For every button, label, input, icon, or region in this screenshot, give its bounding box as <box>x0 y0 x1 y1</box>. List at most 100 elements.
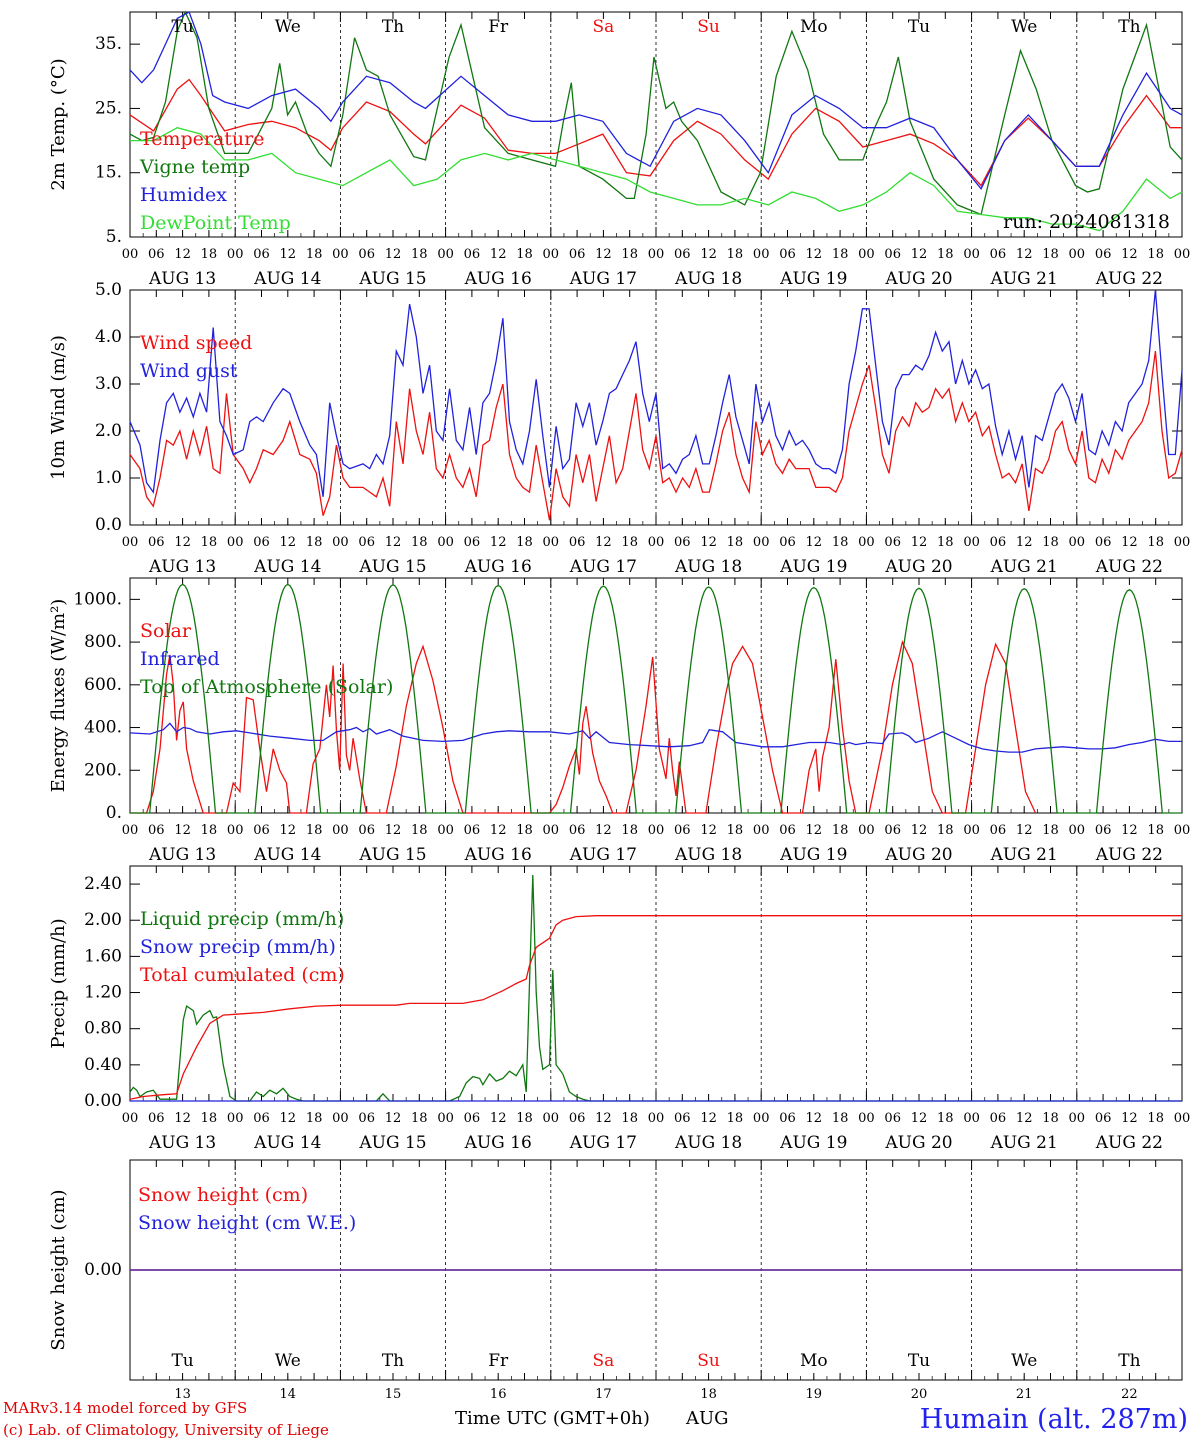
day-number-label: 17 <box>595 1387 612 1402</box>
hour-tick-label: 12 <box>174 823 191 838</box>
hour-tick-label: 06 <box>569 1111 586 1126</box>
hour-tick-label: 12 <box>1121 535 1138 550</box>
date-label: AUG 19 <box>779 845 847 865</box>
hour-tick-label: 18 <box>1147 535 1164 550</box>
legend-entry: Snow height (cm W.E.) <box>138 1212 356 1234</box>
hour-tick-label: 00 <box>332 823 349 838</box>
date-label: AUG 20 <box>884 845 952 865</box>
hour-tick-label: 00 <box>543 823 560 838</box>
hour-tick-label: 12 <box>806 535 823 550</box>
date-label: AUG 19 <box>779 269 847 289</box>
series-line <box>129 915 1182 1100</box>
date-label: AUG 18 <box>674 269 742 289</box>
snow-y-axis-title: Snow height (cm) <box>48 1189 69 1350</box>
date-label: AUG 14 <box>253 845 321 865</box>
y-tick-label: 3.0 <box>95 374 122 394</box>
hour-tick-label: 18 <box>516 247 533 262</box>
hour-tick-label: 00 <box>963 535 980 550</box>
date-label: AUG 19 <box>779 1133 847 1153</box>
series-line <box>129 11 1183 190</box>
date-label: AUG 21 <box>990 845 1058 865</box>
date-label: AUG 18 <box>674 845 742 865</box>
hour-tick-label: 00 <box>648 823 665 838</box>
weekday-label: Th <box>382 1351 404 1371</box>
series-line <box>130 583 1182 814</box>
legend-entry: Top of Atmosphere (Solar) <box>140 676 393 698</box>
y-tick-label: 1000. <box>73 589 122 609</box>
snow-panel: 0.00 Snow height (cm) Snow height (cm) Snow… <box>48 1159 1183 1402</box>
hour-tick-label: 18 <box>937 823 954 838</box>
hour-tick-label: 06 <box>464 1111 481 1126</box>
weekday-label: Fr <box>488 17 509 37</box>
hour-tick-label: 12 <box>806 823 823 838</box>
y-tick-label: 1.0 <box>95 468 122 488</box>
station-title: Humain (alt. 287m) <box>920 1404 1188 1435</box>
series-line <box>129 289 1183 497</box>
hour-tick-label: 00 <box>648 535 665 550</box>
hour-tick-label: 00 <box>437 247 454 262</box>
y-tick-label: 5. <box>106 227 122 247</box>
y-tick-label: 2.0 <box>95 421 122 441</box>
hour-tick-label: 06 <box>674 823 691 838</box>
weekday-label: Th <box>382 17 404 37</box>
date-label: AUG 13 <box>148 557 216 577</box>
hour-tick-label: 12 <box>911 247 928 262</box>
hour-tick-label: 00 <box>753 823 770 838</box>
y-tick-label: 4.0 <box>95 327 122 347</box>
hour-tick-label: 18 <box>306 247 323 262</box>
hour-tick-label: 18 <box>411 1111 428 1126</box>
hour-tick-label: 12 <box>385 823 402 838</box>
temp-panel: 00 06 12 18 00 06 12 18 00 06 12 18 00 06 12 18 00 06 12 18… <box>48 10 1191 289</box>
day-number-label: 21 <box>1016 1387 1033 1402</box>
hour-tick-label: 18 <box>727 1111 744 1126</box>
hour-tick-label: 18 <box>201 535 218 550</box>
weekday-label: Su <box>697 1351 720 1371</box>
date-label: AUG 20 <box>884 557 952 577</box>
hour-tick-label: 06 <box>884 535 901 550</box>
hour-tick-label: 00 <box>1174 247 1191 262</box>
hour-tick-label: 06 <box>464 823 481 838</box>
hour-tick-label: 12 <box>280 823 297 838</box>
hour-tick-label: 00 <box>963 247 980 262</box>
y-tick-label: 1.20 <box>84 983 122 1003</box>
hour-tick-label: 12 <box>174 1111 191 1126</box>
legend-entry: Wind gust <box>140 360 238 382</box>
hour-tick-label: 18 <box>621 247 638 262</box>
hour-tick-label: 18 <box>306 1111 323 1126</box>
day-number-label: 16 <box>490 1387 507 1402</box>
hour-tick-label: 00 <box>1069 1111 1086 1126</box>
day-number-label: 14 <box>280 1387 297 1402</box>
hour-tick-label: 06 <box>148 247 165 262</box>
weekday-label: We <box>275 1351 301 1371</box>
hour-tick-label: 18 <box>306 535 323 550</box>
y-tick-label: 35. <box>95 34 122 54</box>
hour-tick-label: 12 <box>174 247 191 262</box>
hour-tick-label: 06 <box>464 247 481 262</box>
hour-tick-label: 12 <box>1016 823 1033 838</box>
hour-tick-label: 06 <box>148 823 165 838</box>
y-tick-label: 1.60 <box>84 946 122 966</box>
hour-tick-label: 12 <box>806 247 823 262</box>
hour-tick-label: 00 <box>648 1111 665 1126</box>
date-label: AUG 13 <box>148 269 216 289</box>
hour-tick-label: 00 <box>122 247 139 262</box>
hour-tick-label: 12 <box>280 1111 297 1126</box>
date-label: AUG 16 <box>464 269 532 289</box>
hour-tick-label: 00 <box>858 247 875 262</box>
hour-tick-label: 18 <box>411 823 428 838</box>
y-tick-label: 2.40 <box>84 874 122 894</box>
weekday-label: Tu <box>908 17 930 37</box>
hour-tick-label: 06 <box>569 247 586 262</box>
hour-tick-label: 06 <box>990 1111 1007 1126</box>
series-line <box>129 10 1183 216</box>
hour-tick-label: 00 <box>437 1111 454 1126</box>
precip-y-axis-title: Precip (mm/h) <box>48 918 69 1048</box>
x-axis-month: AUG <box>685 1408 729 1429</box>
hour-tick-label: 12 <box>595 535 612 550</box>
run-label: run: 2024081318 <box>1003 211 1170 233</box>
hour-tick-label: 18 <box>306 823 323 838</box>
hour-tick-label: 00 <box>227 823 244 838</box>
hour-tick-label: 06 <box>358 535 375 550</box>
date-label: AUG 20 <box>884 1133 952 1153</box>
